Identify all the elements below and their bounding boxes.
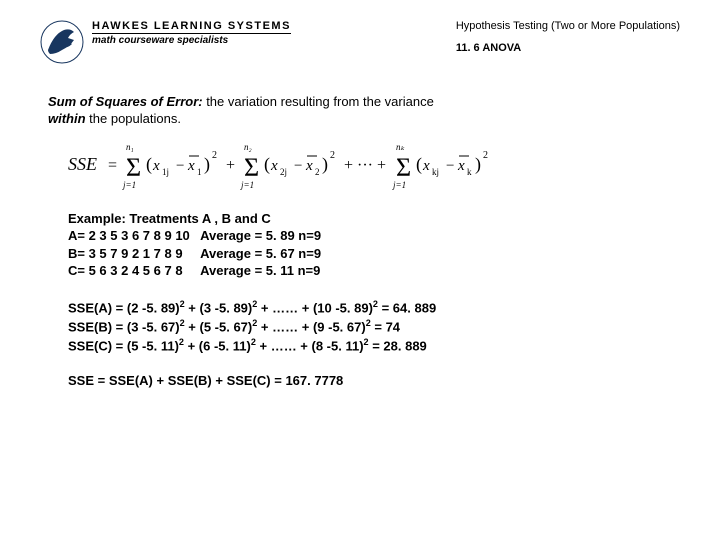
svg-text:+: + <box>226 157 235 174</box>
svg-text:+ ··· +: + ··· + <box>344 157 386 174</box>
definition-text2: the populations. <box>86 111 181 126</box>
svg-text:): ) <box>322 154 328 175</box>
svg-text:k: k <box>467 167 472 177</box>
svg-text:1: 1 <box>197 167 202 177</box>
svg-text:2: 2 <box>212 150 217 161</box>
sse-total: SSE = SSE(A) + SSE(B) + SSE(C) = 167. 77… <box>68 373 680 388</box>
example-row-c: C= 5 6 3 2 4 5 6 7 8 Average = 5. 11 n=9 <box>68 262 680 280</box>
svg-text:j=1: j=1 <box>392 180 406 190</box>
definition-term: Sum of Squares of Error: <box>48 94 203 109</box>
example-block: Example: Treatments A , B and C A= 2 3 5… <box>68 210 680 280</box>
sse-calculations: SSE(A) = (2 -5. 89)2 + (3 -5. 89)2 + …… … <box>68 298 680 355</box>
sse-a-line: SSE(A) = (2 -5. 89)2 + (3 -5. 89)2 + …… … <box>68 298 680 317</box>
sse-b-line: SSE(B) = (3 -5. 67)2 + (5 -5. 67)2 + …… … <box>68 317 680 336</box>
svg-text:Σ: Σ <box>244 153 259 182</box>
svg-text:j=1: j=1 <box>240 180 254 190</box>
example-row-a: A= 2 3 5 3 6 7 8 9 10 Average = 5. 89 n=… <box>68 227 680 245</box>
svg-text:x: x <box>152 158 160 174</box>
svg-text:−: − <box>176 158 184 174</box>
svg-text:(: ( <box>146 154 152 175</box>
example-title: Example: Treatments A , B and C <box>68 210 680 228</box>
sse-c-line: SSE(C) = (5 -5. 11)2 + (6 -5. 11)2 + …… … <box>68 336 680 355</box>
brand-subtitle: math courseware specialists <box>92 35 291 46</box>
svg-text:−: − <box>294 158 302 174</box>
svg-text:kj: kj <box>432 167 439 177</box>
svg-text:x: x <box>422 158 430 174</box>
hawkes-logo <box>40 20 84 64</box>
svg-text:x: x <box>270 158 278 174</box>
svg-text:j=1: j=1 <box>122 180 136 190</box>
svg-text:nₖ: nₖ <box>396 142 405 152</box>
header-right: Hypothesis Testing (Two or More Populati… <box>456 20 680 54</box>
svg-text:x: x <box>305 158 313 174</box>
svg-text:(: ( <box>264 154 270 175</box>
example-row-b: B= 3 5 7 9 2 1 7 8 9 Average = 5. 67 n=9 <box>68 245 680 263</box>
svg-text:x: x <box>187 158 195 174</box>
definition-text1: the variation resulting from the varianc… <box>203 94 434 109</box>
topic-text: Hypothesis Testing (Two or More Populati… <box>456 20 680 32</box>
header: HAWKES LEARNING SYSTEMS math courseware … <box>40 20 680 64</box>
svg-text:n₁: n₁ <box>126 142 134 152</box>
svg-text:1j: 1j <box>162 167 169 177</box>
svg-text:2: 2 <box>315 167 320 177</box>
sse-formula: SSE = Σ n₁ j=1 ( x 1j − x 1 ) 2 + Σ n₂ j… <box>68 138 680 190</box>
section-text: 11. 6 ANOVA <box>456 42 680 54</box>
svg-text:Σ: Σ <box>396 153 411 182</box>
svg-text:Σ: Σ <box>126 153 141 182</box>
svg-text:): ) <box>475 154 481 175</box>
svg-text:2j: 2j <box>280 167 287 177</box>
definition-within: within <box>48 111 86 126</box>
svg-text:x: x <box>457 158 465 174</box>
svg-text:SSE: SSE <box>68 154 97 174</box>
svg-text:2: 2 <box>330 150 335 161</box>
brand-block: HAWKES LEARNING SYSTEMS math courseware … <box>92 20 291 46</box>
svg-text:): ) <box>204 154 210 175</box>
svg-text:=: = <box>108 157 117 174</box>
brand-title: HAWKES LEARNING SYSTEMS <box>92 20 291 34</box>
definition: Sum of Squares of Error: the variation r… <box>48 94 680 128</box>
svg-text:2: 2 <box>483 150 488 161</box>
svg-text:(: ( <box>416 154 422 175</box>
svg-text:−: − <box>446 158 454 174</box>
content: Sum of Squares of Error: the variation r… <box>48 94 680 388</box>
svg-text:n₂: n₂ <box>244 142 252 152</box>
